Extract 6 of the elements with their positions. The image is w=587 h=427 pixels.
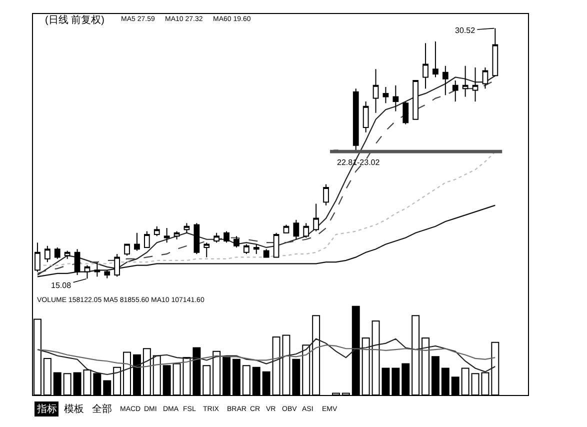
text: 指标 (36, 403, 57, 415)
text: 全部 (92, 403, 112, 415)
text: 模板 (64, 403, 84, 415)
text: 30.52 (455, 26, 476, 35)
text: 15.08 (51, 281, 72, 290)
annotation: (日线 前复权) (45, 14, 104, 26)
